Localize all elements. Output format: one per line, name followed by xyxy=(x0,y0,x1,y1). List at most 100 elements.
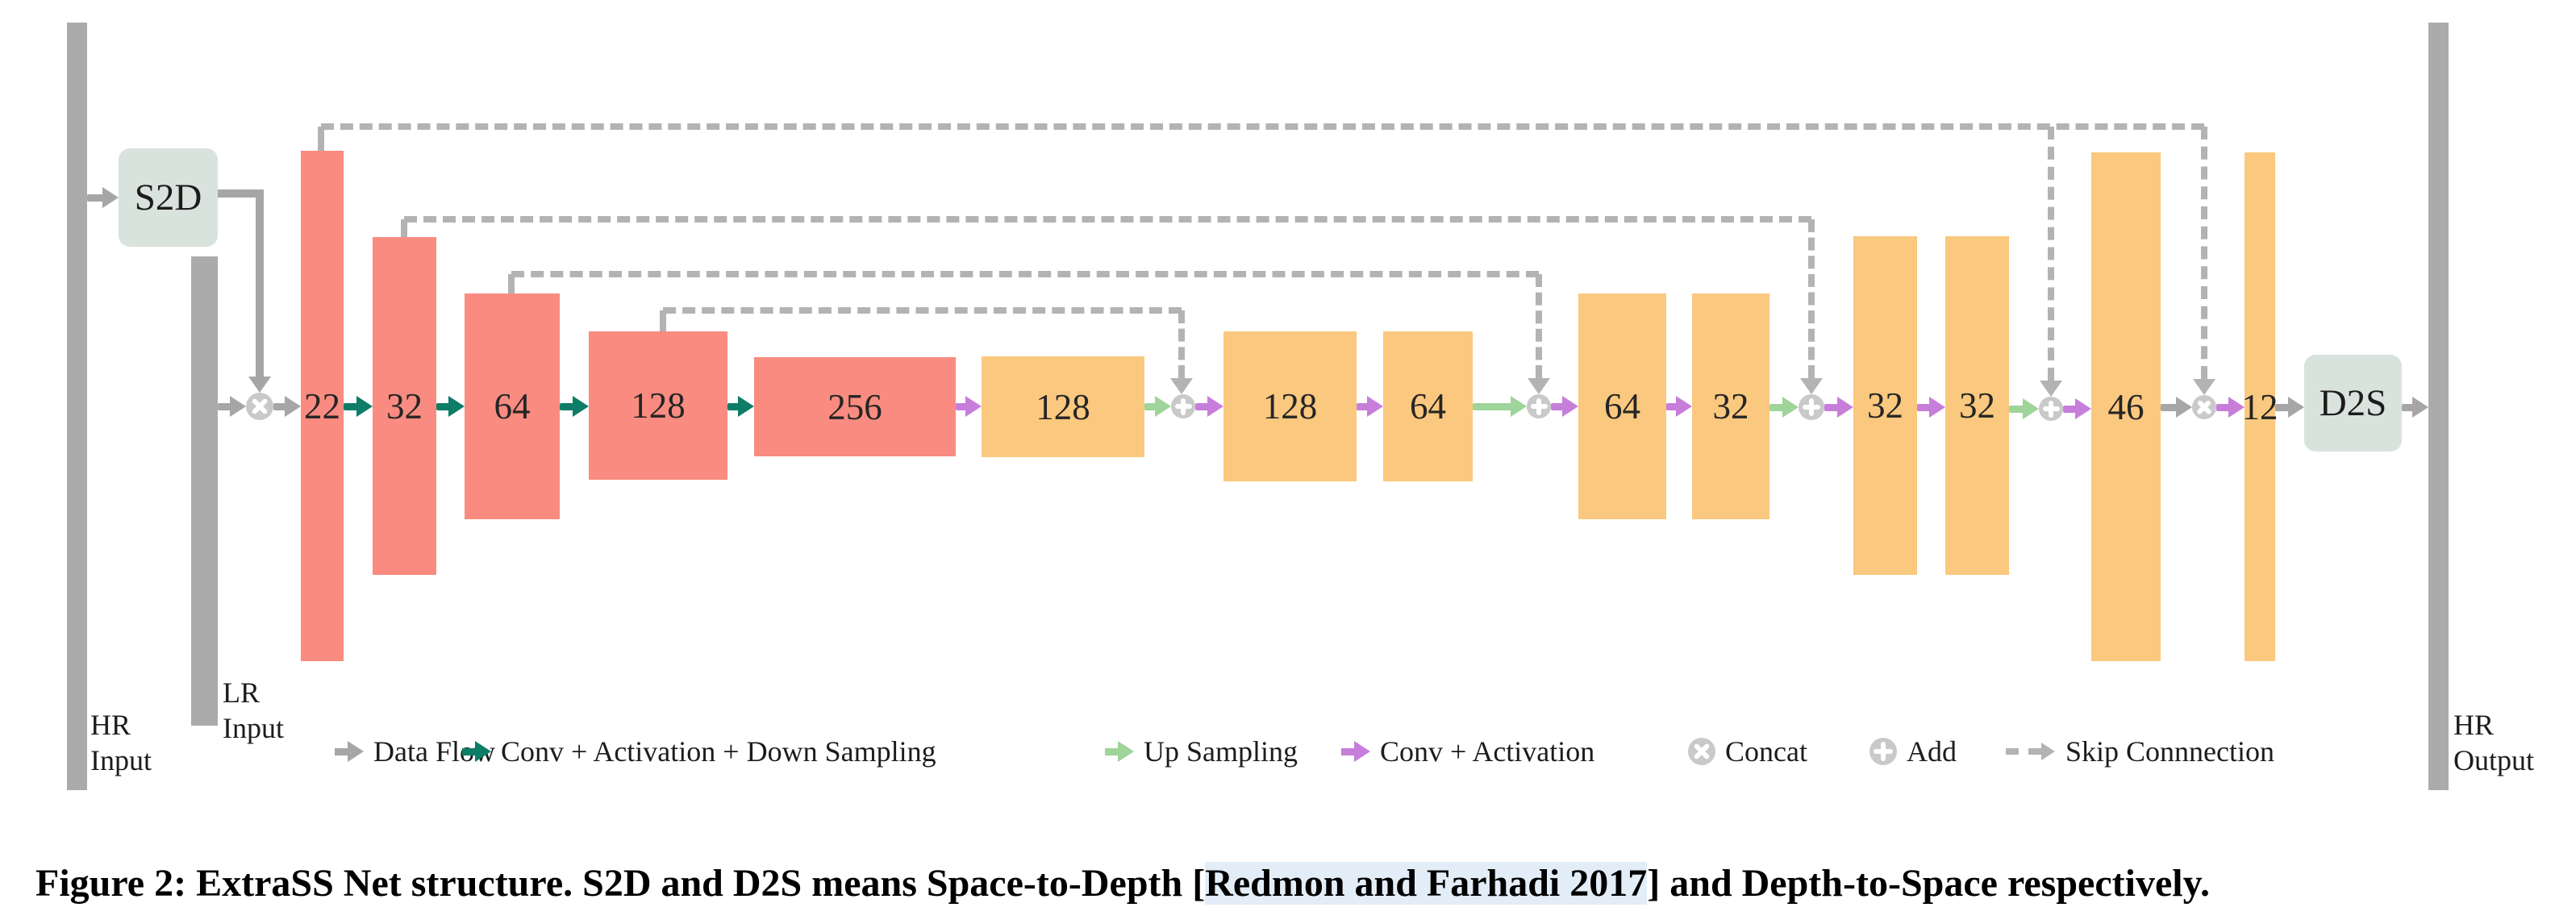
arrow-gray-icon xyxy=(335,741,364,762)
hr-output-label: HR Output xyxy=(2453,709,2535,776)
skip-connection-line xyxy=(511,271,1539,277)
skip-connection-drop xyxy=(1178,310,1185,378)
caption-text: Figure 2: ExtraSS Net structure. S2D and… xyxy=(35,862,1206,905)
purple-flow-arrowhead xyxy=(2228,397,2245,418)
purple-flow-arrow xyxy=(1551,402,1564,410)
skip-connection-riser xyxy=(660,310,666,331)
gray-flow-arrowhead xyxy=(2176,397,2192,418)
feature-block-64: 64 xyxy=(465,293,560,519)
legend-item-up-sampling: Up Sampling xyxy=(1105,735,1298,768)
skip-connection-riser xyxy=(401,219,407,237)
green-flow-arrow xyxy=(2009,405,2024,413)
feature-block-64: 64 xyxy=(1383,331,1473,481)
purple-flow-arrow xyxy=(1824,403,1839,411)
feature-block-128: 128 xyxy=(1223,331,1357,481)
s2d-output-line-vertical xyxy=(256,189,264,377)
purple-flow-arrow xyxy=(956,402,967,410)
green-flow-arrow xyxy=(1144,402,1157,410)
lr-input-bar xyxy=(191,256,218,726)
legend-item-concat: Concat xyxy=(1688,735,1807,768)
concat-op-icon xyxy=(2192,395,2216,419)
feature-block-32: 32 xyxy=(1853,236,1917,575)
skip-connection-line xyxy=(321,123,2204,130)
legend-item-conv-activation-down-sampling: Conv + Activation + Down Sampling xyxy=(462,735,936,768)
add-op-icon xyxy=(1171,394,1195,418)
teal-flow-arrow xyxy=(436,402,450,410)
gray-flow-arrow xyxy=(273,402,286,410)
legend-label: Up Sampling xyxy=(1144,735,1298,768)
s2d-label: S2D xyxy=(134,177,202,219)
concat-icon xyxy=(1688,738,1715,765)
skip-connection-riser xyxy=(508,274,515,293)
skip-connection-drop xyxy=(2201,127,2207,379)
purple-flow-arrowhead xyxy=(1676,396,1692,417)
gray-flow-arrow xyxy=(2161,403,2178,411)
feature-block-32: 32 xyxy=(1692,293,1769,519)
purple-flow-arrow xyxy=(1666,402,1678,410)
gray-flow-arrowhead xyxy=(2288,397,2304,418)
gray-flow-arrowhead xyxy=(230,396,246,417)
feature-block-256: 256 xyxy=(754,357,956,456)
teal-flow-arrow xyxy=(727,402,740,410)
hr-input-label: HR Input xyxy=(90,709,152,776)
legend-label: Conv + Activation xyxy=(1380,735,1595,768)
gray-flow-arrow xyxy=(2275,403,2290,411)
add-op-icon xyxy=(1799,394,1824,420)
purple-flow-arrowhead xyxy=(1562,396,1578,417)
feature-block-64: 64 xyxy=(1578,293,1666,519)
skip-connection-arrowhead xyxy=(1800,378,1823,394)
hr-output-bar xyxy=(2428,23,2449,790)
teal-flow-arrowhead xyxy=(448,396,465,417)
teal-flow-arrowhead xyxy=(356,396,373,417)
feature-block-128: 128 xyxy=(589,331,727,480)
skip-connection-drop xyxy=(1536,274,1542,378)
gray-flow-arrow xyxy=(218,402,231,410)
green-flow-arrowhead xyxy=(1782,397,1799,418)
green-flow-arrowhead xyxy=(2023,398,2039,419)
teal-flow-arrowhead xyxy=(573,396,589,417)
add-op-icon xyxy=(2039,397,2063,421)
citation-link[interactable]: Redmon and Farhadi 2017 xyxy=(1205,862,1648,905)
concat-op-icon xyxy=(246,393,273,420)
green-flow-arrow xyxy=(1473,402,1512,410)
purple-flow-arrow xyxy=(1195,402,1209,410)
feature-block-12: 12 xyxy=(2242,152,2278,661)
purple-flow-arrowhead xyxy=(965,396,982,417)
legend-item-conv-activation: Conv + Activation xyxy=(1341,735,1594,768)
skip-connection-arrowhead xyxy=(1170,378,1193,394)
legend-item-skip-connnection: Skip Connnection xyxy=(2006,735,2274,768)
purple-flow-arrowhead xyxy=(2075,398,2091,419)
teal-flow-arrowhead xyxy=(738,396,754,417)
feature-block-32: 32 xyxy=(1945,236,2009,575)
gray-flow-arrow xyxy=(87,194,104,202)
figure-caption: Figure 2: ExtraSS Net structure. S2D and… xyxy=(35,861,2210,905)
caption-text-end: ] and Depth-to-Space respectively. xyxy=(1647,862,2210,905)
s2d-box: S2D xyxy=(119,148,218,247)
legend-label: Add xyxy=(1907,735,1957,768)
skip-connection-icon xyxy=(2006,741,2056,762)
gray-flow-arrow xyxy=(2402,403,2414,411)
concat-legend-glyph xyxy=(1688,738,1715,765)
d2s-label: D2S xyxy=(2319,382,2387,424)
green-flow-arrowhead xyxy=(1155,396,1171,417)
teal-flow-arrow xyxy=(344,402,358,410)
green-flow-arrowhead xyxy=(1511,396,1527,417)
teal-flow-arrow xyxy=(560,402,574,410)
gray-flow-arrowhead xyxy=(285,396,301,417)
legend-item-add: Add xyxy=(1869,735,1957,768)
feature-block-46: 46 xyxy=(2091,152,2161,661)
purple-flow-arrow xyxy=(1357,402,1369,410)
feature-block-32: 32 xyxy=(373,237,436,575)
purple-flow-arrowhead xyxy=(1929,397,1945,418)
purple-flow-arrow xyxy=(2216,403,2230,411)
legend-label: Skip Connnection xyxy=(2065,735,2274,768)
green-flow-arrow xyxy=(1769,403,1784,411)
skip-connection-arrowhead xyxy=(1528,378,1550,394)
gray-flow-arrowhead xyxy=(2412,397,2428,418)
s2d-output-arrowhead xyxy=(248,377,271,393)
skip-connection-line xyxy=(663,307,1182,314)
feature-block-128: 128 xyxy=(982,356,1144,457)
hr-input-bar xyxy=(67,23,87,790)
legend-label: Concat xyxy=(1725,735,1807,768)
